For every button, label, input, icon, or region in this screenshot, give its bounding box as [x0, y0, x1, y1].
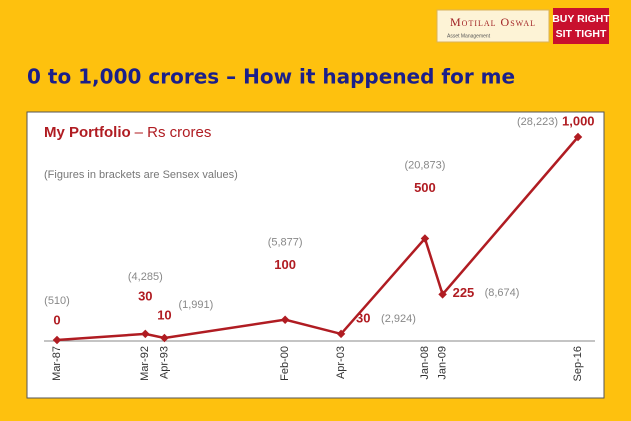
- data-label: 30: [356, 310, 370, 325]
- marker: [141, 329, 150, 339]
- chart-title-suffix: – Rs crores: [135, 124, 212, 141]
- data-label: 500: [414, 180, 436, 195]
- chart-title-main: My Portfolio: [44, 124, 131, 141]
- sensex-label: (510): [44, 295, 70, 307]
- sensex-label: (28,223): [517, 116, 558, 128]
- sensex-label: (5,877): [268, 237, 303, 249]
- sensex-label: (4,285): [128, 271, 163, 283]
- sensex-label: (8,674): [485, 287, 520, 299]
- data-label: 30: [138, 288, 152, 303]
- marker: [336, 329, 346, 339]
- tag-line: SIT TIGHT: [556, 28, 607, 40]
- data-label: 1,000: [562, 113, 595, 128]
- sensex-label: (1,991): [178, 299, 213, 311]
- x-tick-label: Jan-09: [437, 346, 449, 380]
- data-label: 225: [453, 285, 475, 300]
- sensex-label: (20,873): [404, 159, 445, 171]
- slide-title: 0 to 1,000 crores – How it happened for …: [27, 65, 515, 89]
- brand: Motilal Oswal: [450, 15, 536, 29]
- x-tick-label: Feb-00: [279, 346, 291, 381]
- tag-box: [553, 8, 609, 44]
- sensex-label: (2,924): [381, 313, 416, 325]
- x-tick-label: Mar-87: [51, 346, 63, 381]
- marker: [160, 333, 169, 343]
- marker: [280, 315, 290, 324]
- x-tick-label: Sep-16: [572, 346, 584, 381]
- x-tick-label: Apr-03: [335, 346, 347, 379]
- brand-box: [436, 9, 550, 43]
- x-tick-label: Jan-08: [419, 346, 431, 380]
- data-label: 100: [274, 257, 296, 272]
- chart-title: My Portfolio – Rs crores: [44, 124, 211, 141]
- data-label: 0: [53, 312, 60, 327]
- brand-sub: Asset Management: [447, 33, 491, 39]
- x-tick-label: Mar-92: [139, 346, 151, 381]
- marker: [420, 234, 430, 243]
- marker: [438, 290, 447, 299]
- chart-subtitle: (Figures in brackets are Sensex values): [44, 169, 238, 181]
- tag-line: BUY RIGHT: [552, 13, 610, 25]
- chart-frame: [26, 111, 605, 399]
- data-label: 10: [157, 307, 171, 322]
- marker: [52, 335, 62, 345]
- x-tick-label: Apr-93: [158, 346, 170, 379]
